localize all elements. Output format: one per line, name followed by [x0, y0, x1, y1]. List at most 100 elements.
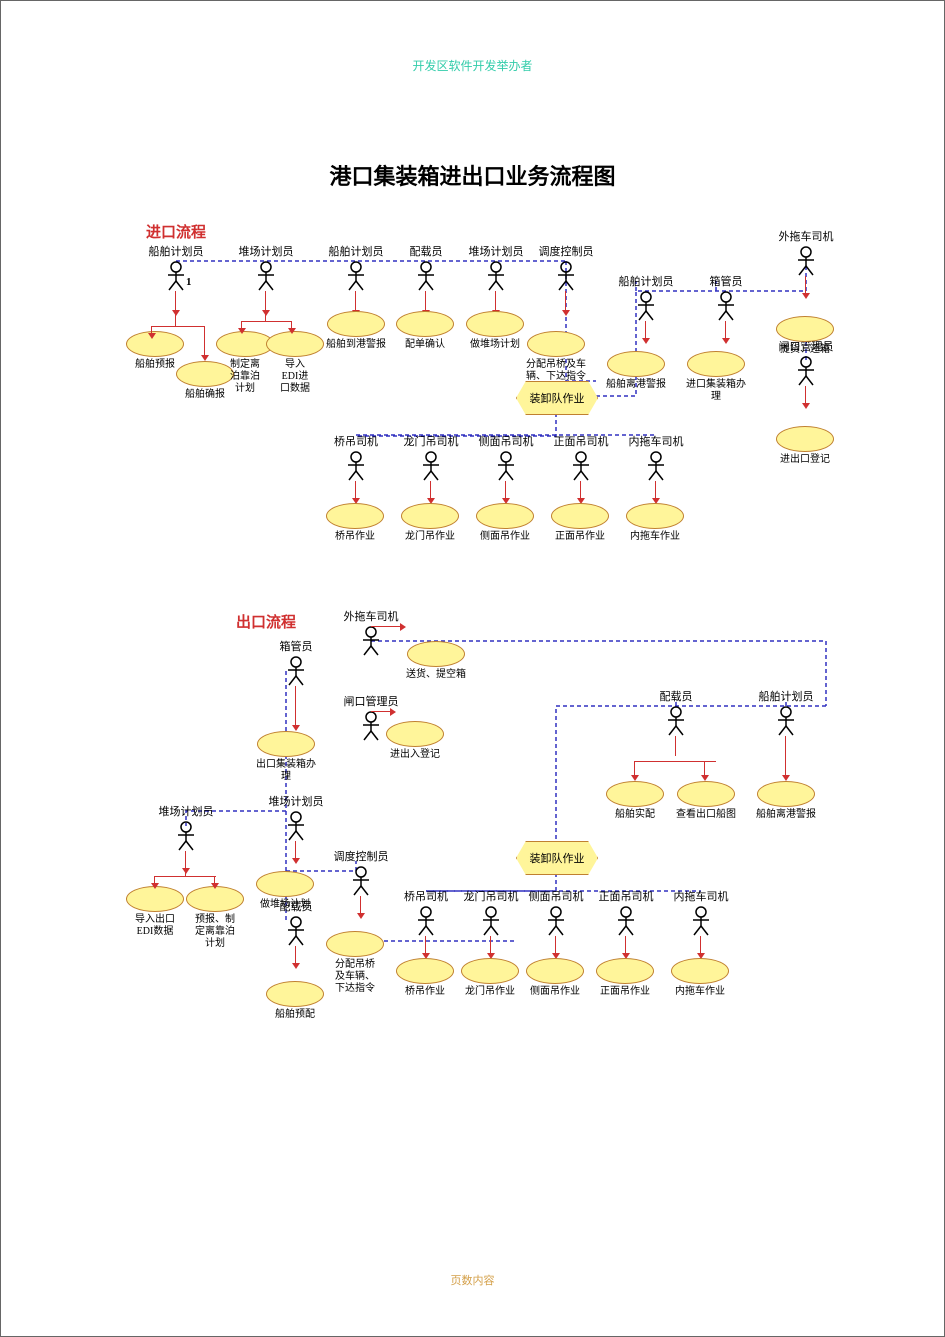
task-ellipse [596, 958, 654, 984]
actor-icon: 调度控制员 [536, 246, 596, 291]
connector-line [154, 876, 216, 877]
actor-icon: 调度控制员 [331, 851, 391, 896]
task-node: 船舶离港警报 [756, 781, 816, 821]
task-node: 进出入登记 [386, 721, 444, 761]
task-node: 龙门吊作业 [401, 503, 459, 543]
connector-line [785, 756, 786, 776]
task-label: 正面吊作业 [551, 531, 609, 543]
actor-icon: 龙门吊司机 [401, 436, 461, 481]
actor-label: 船舶计划员 [756, 691, 816, 704]
task-label: 分配吊桥及车 辆、下达指令 [526, 359, 586, 383]
task-label: 预报、制 定离靠泊 计划 [186, 914, 244, 950]
task-node: 进口集装箱办 理 [686, 351, 746, 403]
page: 开发区软件开发举办者 港口集装箱进出口业务流程图 页数内容 进口流程 1 2 船… [0, 0, 945, 1337]
connector-line [241, 321, 291, 322]
connector-line [634, 761, 635, 776]
task-node: 内拖车作业 [626, 503, 684, 543]
actor-icon: 正面吊司机 [551, 436, 611, 481]
actor-label: 侧面吊司机 [476, 436, 536, 449]
connector-line [580, 481, 581, 499]
connector-line [295, 841, 296, 859]
connector-line [371, 626, 401, 627]
task-node: 船舶预配 [266, 981, 324, 1021]
task-node: 龙门吊作业 [461, 958, 519, 998]
task-node: 正面吊作业 [551, 503, 609, 543]
task-node: 侧面吊作业 [476, 503, 534, 543]
task-ellipse [396, 311, 454, 337]
task-label: 进口集装箱办 理 [686, 379, 746, 403]
actor-label: 船舶计划员 [146, 246, 206, 259]
actor-icon: 正面吊司机 [596, 891, 656, 936]
connector-line [490, 936, 491, 954]
actor-label: 堆场计划员 [466, 246, 526, 259]
task-node: 预报、制 定离靠泊 计划 [186, 886, 244, 950]
task-ellipse [266, 331, 324, 357]
task-label: 龙门吊作业 [461, 986, 519, 998]
export-diagram: 出口流程 外拖车司机箱管员闸口管理员送货、提空箱出口集装箱办 理进出入登记堆场计… [126, 611, 846, 1031]
task-node: 查看出口船图 [676, 781, 736, 821]
task-ellipse [326, 931, 384, 957]
connector-line [725, 321, 726, 339]
task-node: 分配吊桥及车 辆、下达指令 [526, 331, 586, 383]
connector-line [355, 291, 356, 311]
actor-icon: 侧面吊司机 [526, 891, 586, 936]
task-ellipse [266, 981, 324, 1007]
task-label: 侧面吊作业 [526, 986, 584, 998]
actor-icon: 堆场计划员 [466, 246, 526, 291]
task-ellipse [256, 871, 314, 897]
import-diagram: 进口流程 1 2 船舶计划员堆场计划员船舶计划员配载员堆场计划员调度控制员船舶预… [126, 221, 846, 561]
task-ellipse [607, 351, 665, 377]
task-node: 侧面吊作业 [526, 958, 584, 998]
connector-line [185, 851, 186, 876]
actor-icon: 船舶计划员 [616, 276, 676, 321]
actor-label: 船舶计划员 [616, 276, 676, 289]
task-label: 进出口登记 [776, 454, 834, 466]
task-ellipse [626, 503, 684, 529]
task-node: 送货、提空箱 [406, 641, 466, 681]
actor-label: 内拖车司机 [671, 891, 731, 904]
task-node: 分配吊桥 及车辆、 下达指令 [326, 931, 384, 995]
connector-line [625, 936, 626, 954]
actor-label: 外拖车司机 [341, 611, 401, 624]
task-label: 导入 EDI进 口数据 [266, 359, 324, 395]
task-label: 船舶离港警报 [606, 379, 666, 391]
task-ellipse [327, 311, 385, 337]
connector-line [295, 686, 296, 726]
task-label: 内拖车作业 [626, 531, 684, 543]
connector-line [655, 481, 656, 499]
task-ellipse [466, 311, 524, 337]
connector-line [495, 291, 496, 311]
actor-label: 外拖车司机 [776, 231, 836, 244]
task-ellipse [396, 958, 454, 984]
actor-icon: 内拖车司机 [671, 891, 731, 936]
task-node: 导入出口 EDI数据 [126, 886, 184, 938]
task-node: 进出口登记 [776, 426, 834, 466]
task-ellipse [776, 426, 834, 452]
actor-icon: 配载员 [646, 691, 706, 736]
task-label: 进出入登记 [386, 749, 444, 761]
connector-line [555, 936, 556, 954]
task-label: 分配吊桥 及车辆、 下达指令 [326, 959, 384, 995]
task-label: 做堆场计划 [256, 899, 314, 911]
task-ellipse [257, 731, 315, 757]
task-node: 船舶实配 [606, 781, 664, 821]
connector-line [565, 291, 566, 311]
connector-line [175, 291, 176, 326]
actor-label: 内拖车司机 [626, 436, 686, 449]
actor-label: 配载员 [396, 246, 456, 259]
task-ellipse [677, 781, 735, 807]
connector-line [425, 936, 426, 954]
actor-icon: 桥吊司机 [326, 436, 386, 481]
actor-icon: 堆场计划员 [236, 246, 296, 291]
connector-line [505, 481, 506, 499]
actor-label: 堆场计划员 [266, 796, 326, 809]
task-ellipse [776, 316, 834, 342]
connector-line [175, 326, 205, 327]
connector-line [154, 876, 155, 884]
task-ellipse [527, 331, 585, 357]
hex-node: 装卸队作业 [516, 381, 598, 415]
task-node: 出口集装箱办 理 [256, 731, 316, 783]
task-label: 做堆场计划 [466, 339, 524, 351]
actor-label: 龙门吊司机 [401, 436, 461, 449]
task-node: 桥吊作业 [396, 958, 454, 998]
